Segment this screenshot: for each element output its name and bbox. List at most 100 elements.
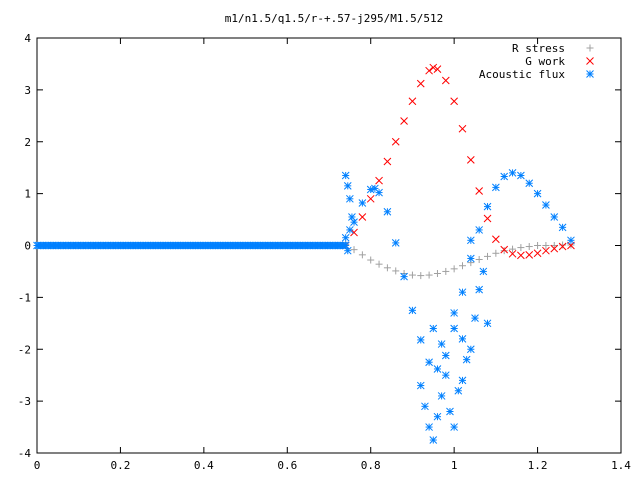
x-tick-label: 1 xyxy=(451,459,458,472)
data-point xyxy=(358,199,367,207)
data-point xyxy=(437,392,446,400)
series-baseline xyxy=(33,241,350,250)
data-point xyxy=(550,244,559,253)
data-point xyxy=(533,189,542,198)
data-point xyxy=(525,243,533,251)
data-point xyxy=(346,194,354,203)
y-tick-label: 3 xyxy=(24,84,31,97)
data-point xyxy=(567,236,575,245)
data-point xyxy=(383,207,392,216)
data-point xyxy=(483,319,492,328)
data-point xyxy=(408,271,416,279)
data-point xyxy=(534,242,542,249)
data-point xyxy=(517,171,525,180)
data-point xyxy=(383,157,392,166)
data-point xyxy=(475,226,484,234)
data-point xyxy=(533,249,542,258)
data-point xyxy=(471,314,479,322)
data-point xyxy=(525,179,534,188)
data-point xyxy=(383,264,391,272)
x-tick-label: 1.4 xyxy=(611,459,631,472)
data-point xyxy=(479,267,488,276)
data-point xyxy=(466,345,475,354)
data-point xyxy=(375,260,383,268)
data-point xyxy=(475,285,484,294)
data-point xyxy=(429,324,438,333)
data-point xyxy=(450,265,458,273)
legend-marker xyxy=(586,44,594,52)
x-tick-label: 0.4 xyxy=(194,459,214,472)
y-tick-label: -3 xyxy=(18,395,31,408)
data-point xyxy=(350,246,358,254)
data-point xyxy=(500,245,509,254)
data-point xyxy=(475,187,484,195)
data-point xyxy=(408,97,417,106)
data-point xyxy=(421,402,429,411)
data-point xyxy=(517,251,525,260)
data-point xyxy=(437,340,446,348)
data-point xyxy=(450,97,458,106)
data-point xyxy=(416,79,425,88)
data-point xyxy=(429,63,438,72)
legend-marker xyxy=(586,57,594,65)
y-tick-label: 4 xyxy=(24,32,31,45)
data-point xyxy=(441,351,450,360)
data-point xyxy=(458,124,467,133)
data-point xyxy=(462,355,471,364)
x-tick-label: 1.2 xyxy=(528,459,548,472)
series-g-work xyxy=(341,63,575,260)
data-point xyxy=(375,176,383,185)
data-point xyxy=(358,213,367,221)
data-point xyxy=(343,181,352,190)
data-point xyxy=(550,242,558,249)
series-r-stress xyxy=(342,240,575,280)
x-tick-label: 0.2 xyxy=(110,459,130,472)
data-point xyxy=(550,213,559,221)
data-point xyxy=(367,256,375,264)
data-point xyxy=(458,376,467,385)
data-point xyxy=(450,324,458,333)
data-point xyxy=(416,336,425,344)
data-point xyxy=(358,251,366,259)
axis-ticks: 0 0.2 0.4 0.6 0.8 1 1.2 1.4 4 3 2 1 0 -1 -2 -3 -4 xyxy=(18,32,632,472)
data-point xyxy=(391,239,400,247)
data-point xyxy=(454,386,463,395)
data-point xyxy=(458,262,466,270)
data-point xyxy=(542,242,550,249)
data-point xyxy=(483,214,492,223)
data-point xyxy=(558,223,567,232)
data-point xyxy=(442,267,450,275)
data-point xyxy=(346,226,354,234)
data-point xyxy=(466,254,475,263)
x-tick-label: 0.8 xyxy=(361,459,381,472)
data-point xyxy=(391,137,400,146)
data-point xyxy=(559,241,567,249)
data-point xyxy=(466,156,475,164)
plot-area xyxy=(33,63,575,444)
data-point xyxy=(466,236,475,245)
y-tick-label: 1 xyxy=(24,188,31,201)
data-point xyxy=(375,188,383,197)
data-point xyxy=(458,335,467,343)
data-point xyxy=(542,201,550,209)
data-point xyxy=(366,194,375,203)
data-point xyxy=(508,249,517,258)
data-point xyxy=(425,358,433,367)
data-point xyxy=(425,271,433,279)
data-point xyxy=(525,250,534,259)
legend-label: Acoustic flux xyxy=(479,68,565,81)
legend-marker xyxy=(586,70,594,78)
data-point xyxy=(558,242,567,251)
data-point xyxy=(509,245,517,253)
data-point xyxy=(371,184,379,193)
data-point xyxy=(408,306,417,315)
x-tick-label: 0 xyxy=(34,459,41,472)
data-point xyxy=(475,256,483,264)
data-point xyxy=(508,169,517,177)
legend-label: R stress xyxy=(512,42,565,55)
data-point xyxy=(348,213,356,221)
data-point xyxy=(484,252,492,260)
data-point xyxy=(341,241,350,250)
